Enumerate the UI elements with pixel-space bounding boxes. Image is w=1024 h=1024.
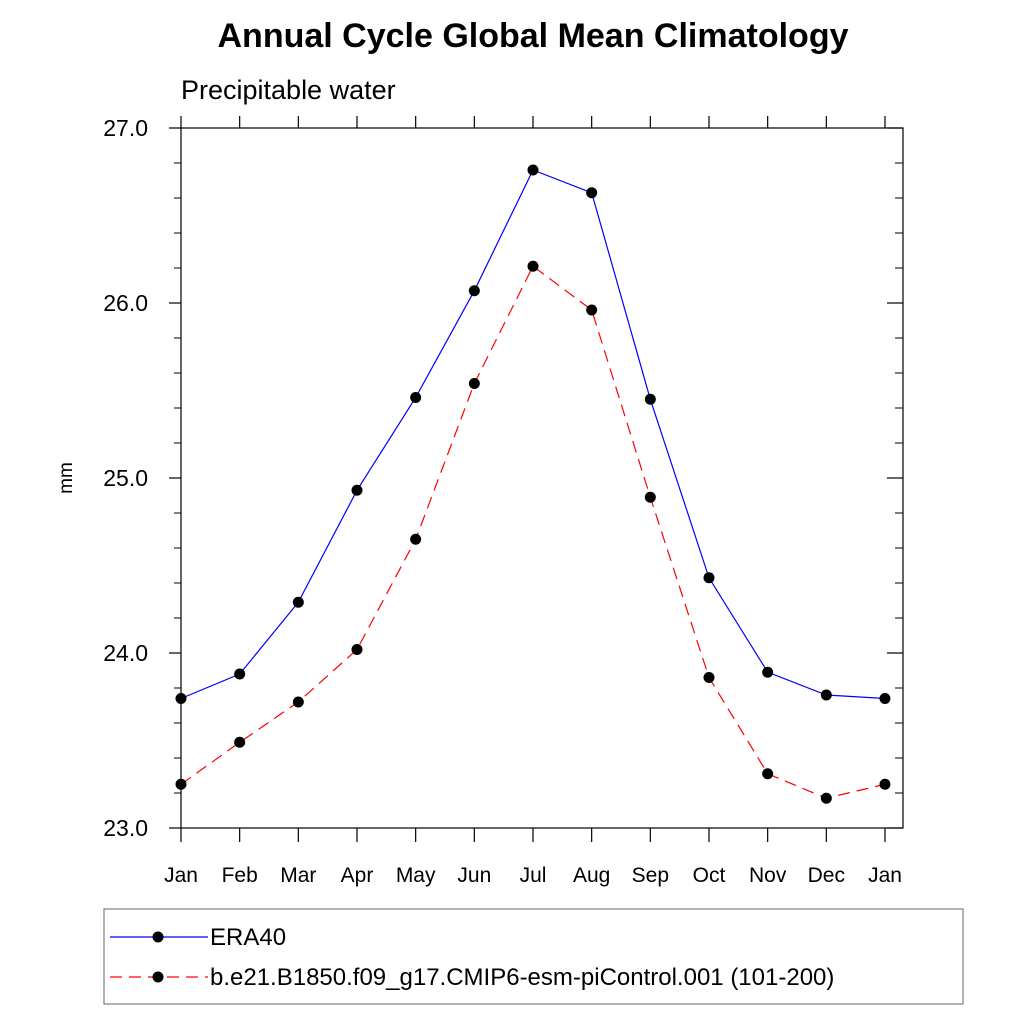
x-tick-label: Jul — [520, 864, 547, 887]
series-1-point — [644, 393, 656, 405]
series-2-point — [351, 644, 363, 655]
x-tick-label: Jun — [457, 864, 491, 887]
legend: ERA40 b.e21.B1850.f09_g17.CMIP6-esm-piCon… — [103, 908, 964, 1005]
y-tick-label: 26.0 — [103, 290, 148, 316]
series-2-point — [292, 696, 304, 708]
series-2-point — [586, 304, 598, 316]
series-1-point — [468, 285, 480, 297]
series-line-2 — [180, 265, 886, 799]
series-1-point — [762, 666, 774, 678]
chart-title: Annual Cycle Global Mean Climatology — [218, 17, 849, 55]
series-2-point — [234, 736, 246, 748]
series-2-point — [820, 792, 832, 804]
series-2-point — [175, 778, 187, 790]
series-1-point — [234, 668, 246, 680]
legend-marker-1 — [152, 931, 164, 943]
series-2-point — [703, 672, 715, 683]
x-tick-label: Feb — [222, 864, 258, 887]
series-1-point — [351, 484, 363, 496]
series-1-point — [410, 392, 422, 403]
x-tick-label: Dec — [808, 864, 845, 887]
legend-label-2: b.e21.B1850.f09_g17.CMIP6-esm-piControl.… — [210, 964, 834, 991]
legend-label-1: ERA40 — [210, 924, 286, 951]
chart-subtitle: Precipitable water — [181, 75, 396, 105]
plot-area: 23.0 24.0 25.0 26.0 27.0 Jan Feb Mar Apr May Jun Ju… — [103, 115, 904, 887]
series-1-point — [879, 693, 891, 704]
x-tick-label: Mar — [280, 864, 316, 887]
x-tick-label: Apr — [341, 864, 374, 887]
series-2-point — [644, 491, 656, 503]
series-2-point — [468, 378, 480, 389]
series-1-point — [586, 187, 598, 199]
x-tick-label: Jan — [868, 864, 902, 887]
series-1-point — [175, 693, 187, 704]
legend-box — [103, 908, 964, 1005]
x-tick-label: Aug — [573, 864, 610, 887]
y-tick-label: 24.0 — [103, 640, 148, 666]
series-2-point — [879, 778, 891, 790]
y-tick-label: 27.0 — [103, 115, 148, 141]
series-line-1 — [180, 169, 886, 700]
y-axis-label: mm — [56, 462, 77, 494]
series-1-point — [820, 689, 832, 701]
x-tick-label: Oct — [693, 864, 726, 887]
plot-frame — [180, 127, 904, 829]
series-1-point — [292, 596, 304, 608]
series-1-point — [703, 572, 715, 584]
y-tick-label: 25.0 — [103, 465, 148, 491]
x-tick-label: Jan — [164, 864, 198, 887]
x-tick-label: Sep — [632, 864, 669, 887]
x-tick-label: May — [396, 864, 436, 887]
x-tick-label: Nov — [749, 864, 787, 887]
series-1-point — [527, 164, 539, 176]
series-2-point — [527, 260, 539, 272]
series-2-point — [762, 768, 774, 780]
y-tick-label: 23.0 — [103, 815, 148, 841]
legend-marker-2 — [152, 971, 164, 983]
series-2-point — [410, 533, 422, 545]
